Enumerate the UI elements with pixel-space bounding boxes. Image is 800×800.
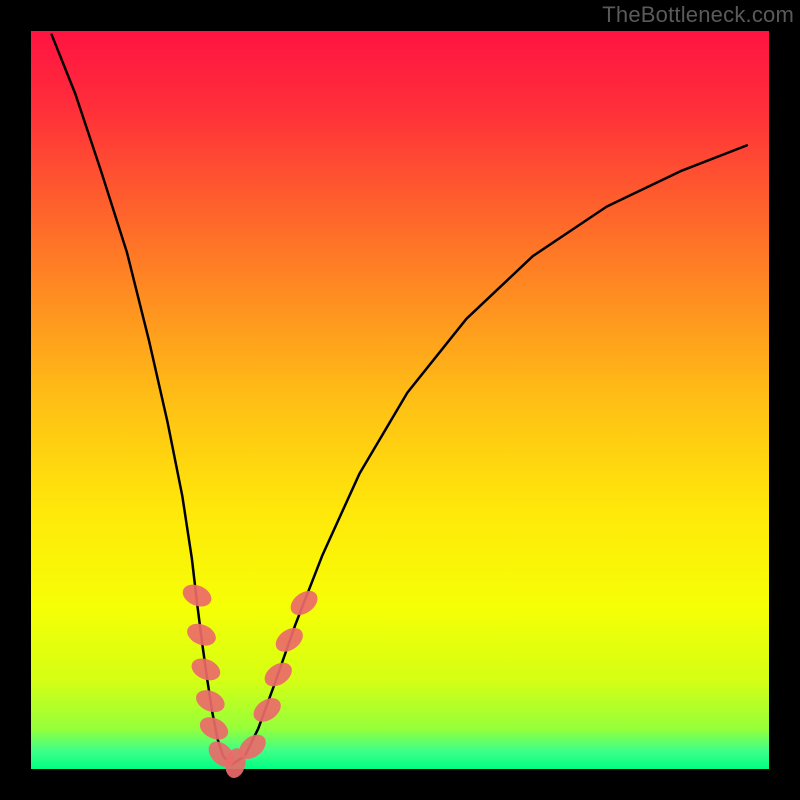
- plot-background: [31, 31, 769, 769]
- chart-svg: [0, 0, 800, 800]
- chart-stage: TheBottleneck.com: [0, 0, 800, 800]
